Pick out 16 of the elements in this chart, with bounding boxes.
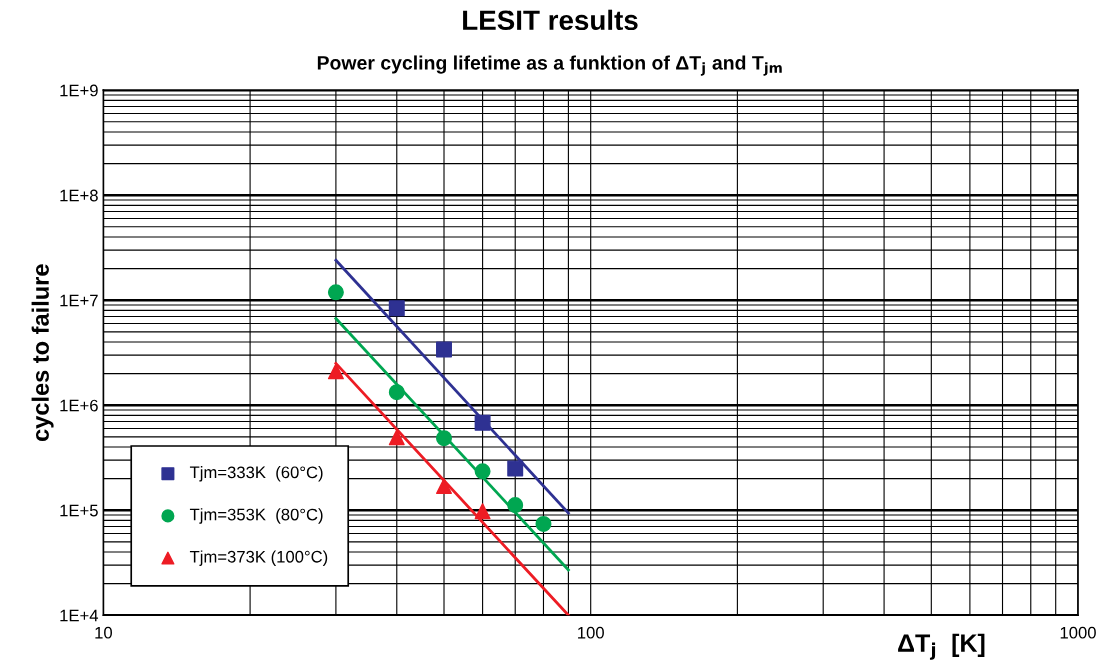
x-tick-label: 10 — [95, 626, 113, 639]
y-tick-label: 1E+5 — [60, 504, 98, 517]
y-axis-title: cycles to failure — [31, 264, 54, 442]
y-tick-label: 1E+9 — [60, 84, 98, 97]
y-tick-label: 1E+4 — [60, 609, 99, 622]
y-tick-label: 1E+7 — [60, 294, 98, 307]
y-tick-label: 1E+8 — [60, 189, 98, 202]
x-axis-title: ΔT$_{j}$ [K] — [898, 633, 985, 660]
legend-label: Tjm=373K (100°C) — [189, 550, 328, 566]
y-tick-label: 1E+6 — [60, 399, 98, 412]
x-tick-label: 100 — [578, 626, 604, 639]
legend-label: Tjm=353K (80°C) — [189, 508, 323, 524]
chart-subtitle: Power cycling lifetime as a funktion of ΔT$_{j}$ and T$_{jm}$ — [317, 55, 782, 76]
x-tick-label: 1000 — [1060, 626, 1096, 639]
legend-label: Tjm=333K (60°C) — [189, 465, 323, 482]
chart-title: LESIT results — [463, 9, 638, 31]
